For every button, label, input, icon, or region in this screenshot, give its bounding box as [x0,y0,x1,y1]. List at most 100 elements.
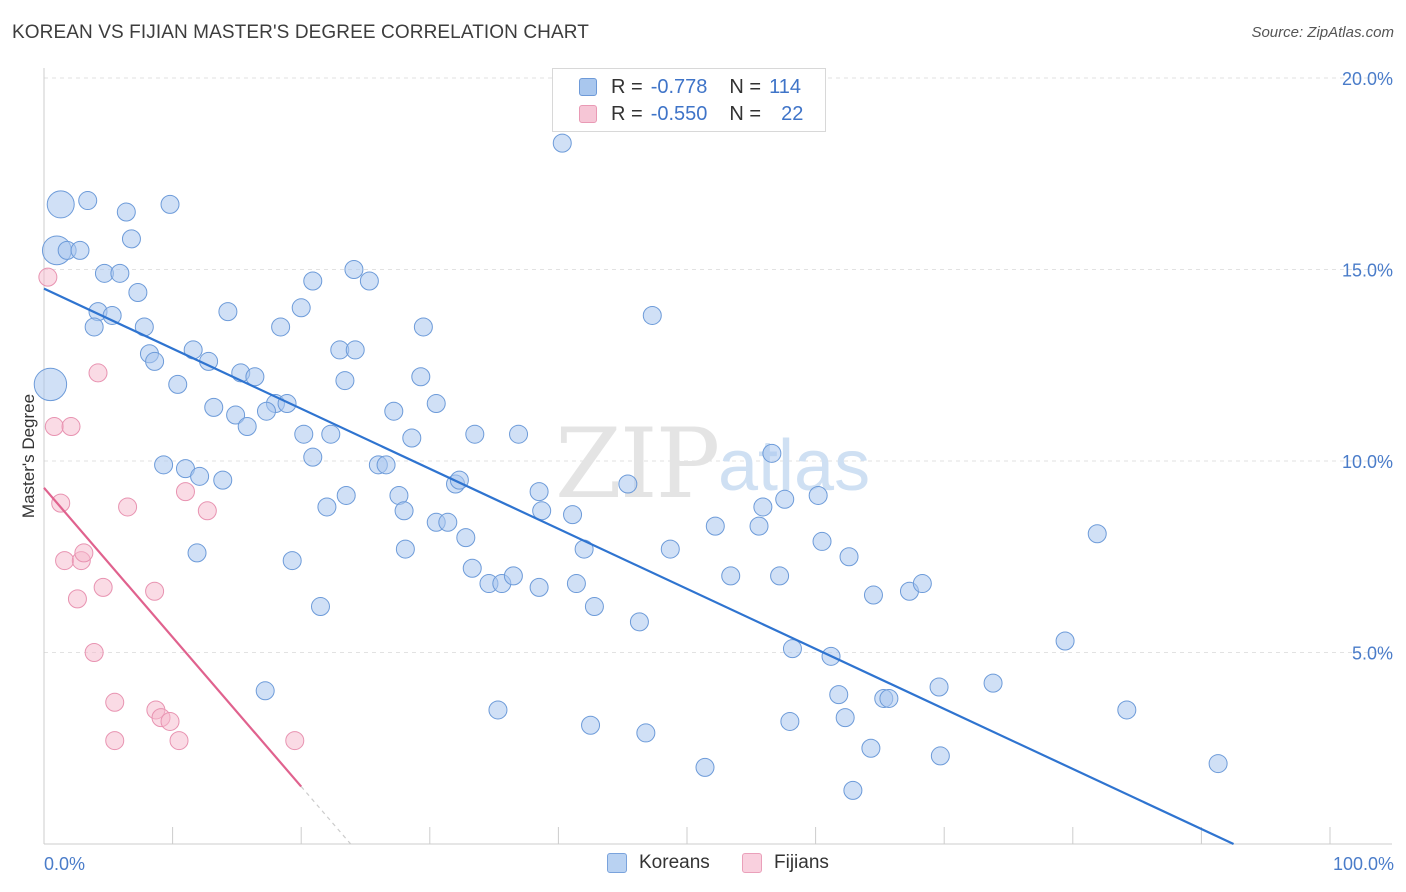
legend-swatch-koreans [579,78,597,96]
koreans-label: Koreans [639,852,710,873]
chart-title: KOREAN VS FIJIAN MASTER'S DEGREE CORRELA… [12,22,589,43]
fijian-point [175,482,195,502]
korean-point [660,539,680,559]
watermark-zip: ZIP [555,408,718,520]
korean-point [70,240,90,260]
korean-point [456,528,476,548]
korean-point [983,673,1003,693]
legend-n-label: N = [729,102,762,125]
y-tick-label-3: 20.0% [1342,69,1393,89]
fijian-point [105,731,125,751]
fijian-point [84,643,104,662]
legend-row-fijians: R = -0.550 N = 22 [579,103,803,125]
legend-r-value: -0.778 [650,75,708,98]
korean-point [438,512,458,532]
y-tick-label-2: 15.0% [1342,261,1393,281]
korean-point [462,558,482,578]
fijian-point [160,711,180,731]
korean-point [581,715,601,735]
korean-point [277,394,297,414]
fijian-point [67,589,87,609]
korean-point [829,685,849,705]
trend-lines [43,287,1235,845]
korean-point [839,547,859,567]
x-tick-label-min: 0.0% [44,854,85,874]
korean-point [705,516,725,536]
fijian-point [38,267,58,287]
korean-points [33,133,1228,800]
korean-point [294,424,314,444]
korean-point [218,302,238,322]
korean-trend-line [43,287,1235,845]
korean-point [503,566,523,586]
legend-n-label: N = [729,75,762,98]
korean-point [642,305,662,325]
korean-point [465,424,485,444]
korean-point [1117,700,1137,720]
legend-swatch-fijians [579,105,597,123]
fijian-point [55,551,75,571]
korean-point [552,133,572,153]
legend-r-label: R = [611,75,643,98]
korean-point [584,597,604,617]
korean-point [128,282,148,302]
korean-point [78,191,98,211]
legend-r-label: R = [611,102,643,125]
korean-point [835,708,855,728]
korean-point [190,466,210,486]
korean-point [636,723,656,743]
fijian-point [88,363,108,383]
y-tick-label-1: 10.0% [1342,452,1393,472]
korean-point [33,367,68,402]
korean-point [1087,524,1107,544]
korean-point [345,340,365,360]
korean-point [344,260,364,279]
korean-point [1055,631,1075,651]
korean-point [321,424,341,444]
fijian-point [118,497,138,517]
korean-point [1208,754,1228,774]
korean-point [629,612,649,632]
korean-point [721,566,741,586]
axes [43,68,1392,845]
korean-point [929,677,949,697]
korean-point [282,551,302,571]
korean-point [145,351,165,371]
korean-point [84,317,104,337]
korean-point [782,639,802,659]
korean-point [395,539,415,559]
korean-point [336,485,356,505]
koreans-swatch [607,853,627,873]
korean-point [154,455,174,475]
korean-point [384,401,404,421]
korean-point [402,428,422,448]
korean-point [775,489,795,509]
stats-legend: R = -0.778 N = 114 R = -0.550 N = 22 [552,68,826,132]
korean-point [102,305,122,325]
korean-point [879,688,899,708]
korean-point [861,738,881,758]
fijian-trend-line [43,487,303,788]
korean-point [245,367,265,387]
korean-point [213,470,233,490]
korean-point [566,574,586,594]
fijian-point [74,543,94,563]
korean-point [753,497,773,517]
korean-point [237,417,257,437]
korean-point [303,447,323,467]
korean-point [187,543,207,563]
korean-point [256,401,276,421]
y-tick-label-0: 5.0% [1352,644,1393,664]
korean-point [359,271,379,291]
watermark-atlas: atlas [718,426,870,506]
korean-point [291,298,311,318]
korean-point [317,497,337,517]
fijians-swatch [742,853,762,873]
korean-point [271,317,291,337]
korean-point [509,424,529,444]
x-tick-label-max: 100.0% [1333,854,1394,874]
legend-item-koreans[interactable]: Koreans [607,852,710,874]
legend-r-value: -0.550 [650,102,708,125]
korean-point [863,585,883,605]
legend-item-fijians[interactable]: Fijians [742,852,829,874]
